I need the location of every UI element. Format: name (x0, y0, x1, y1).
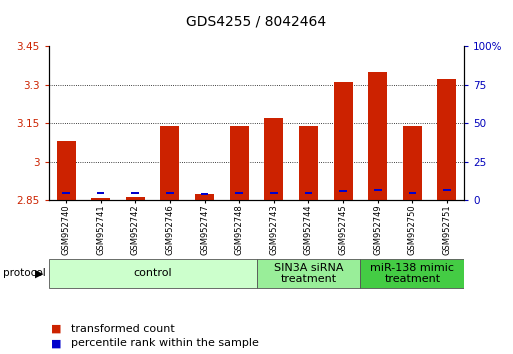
Bar (403, 126, 422, 200)
Bar (235, 192, 243, 194)
Text: ■: ■ (51, 338, 62, 348)
Bar (339, 190, 347, 193)
Bar (264, 118, 283, 200)
Bar (56, 141, 75, 200)
Bar (49, 259, 256, 288)
Text: percentile rank within the sample: percentile rank within the sample (71, 338, 259, 348)
Text: ▶: ▶ (35, 268, 44, 279)
Bar (368, 72, 387, 200)
Bar (195, 194, 214, 200)
Bar (230, 126, 249, 200)
Bar (374, 189, 382, 191)
Bar (161, 126, 180, 200)
Bar (299, 126, 318, 200)
Text: GDS4255 / 8042464: GDS4255 / 8042464 (186, 14, 327, 28)
Bar (443, 189, 451, 191)
Text: protocol: protocol (3, 268, 45, 279)
Text: control: control (133, 268, 172, 279)
Bar (97, 192, 105, 194)
Bar (305, 192, 312, 194)
Bar (360, 259, 464, 288)
Bar (201, 193, 208, 195)
Bar (62, 192, 70, 194)
Bar (270, 192, 278, 194)
Bar (126, 197, 145, 200)
Text: transformed count: transformed count (71, 324, 174, 333)
Bar (166, 192, 174, 194)
Text: SIN3A siRNA
treatment: SIN3A siRNA treatment (274, 263, 343, 284)
Text: ■: ■ (51, 324, 62, 333)
Bar (131, 192, 139, 194)
Text: miR-138 mimic
treatment: miR-138 mimic treatment (370, 263, 455, 284)
Bar (256, 259, 360, 288)
Bar (333, 82, 352, 200)
Bar (408, 192, 416, 194)
Bar (91, 199, 110, 200)
Bar (438, 79, 457, 200)
